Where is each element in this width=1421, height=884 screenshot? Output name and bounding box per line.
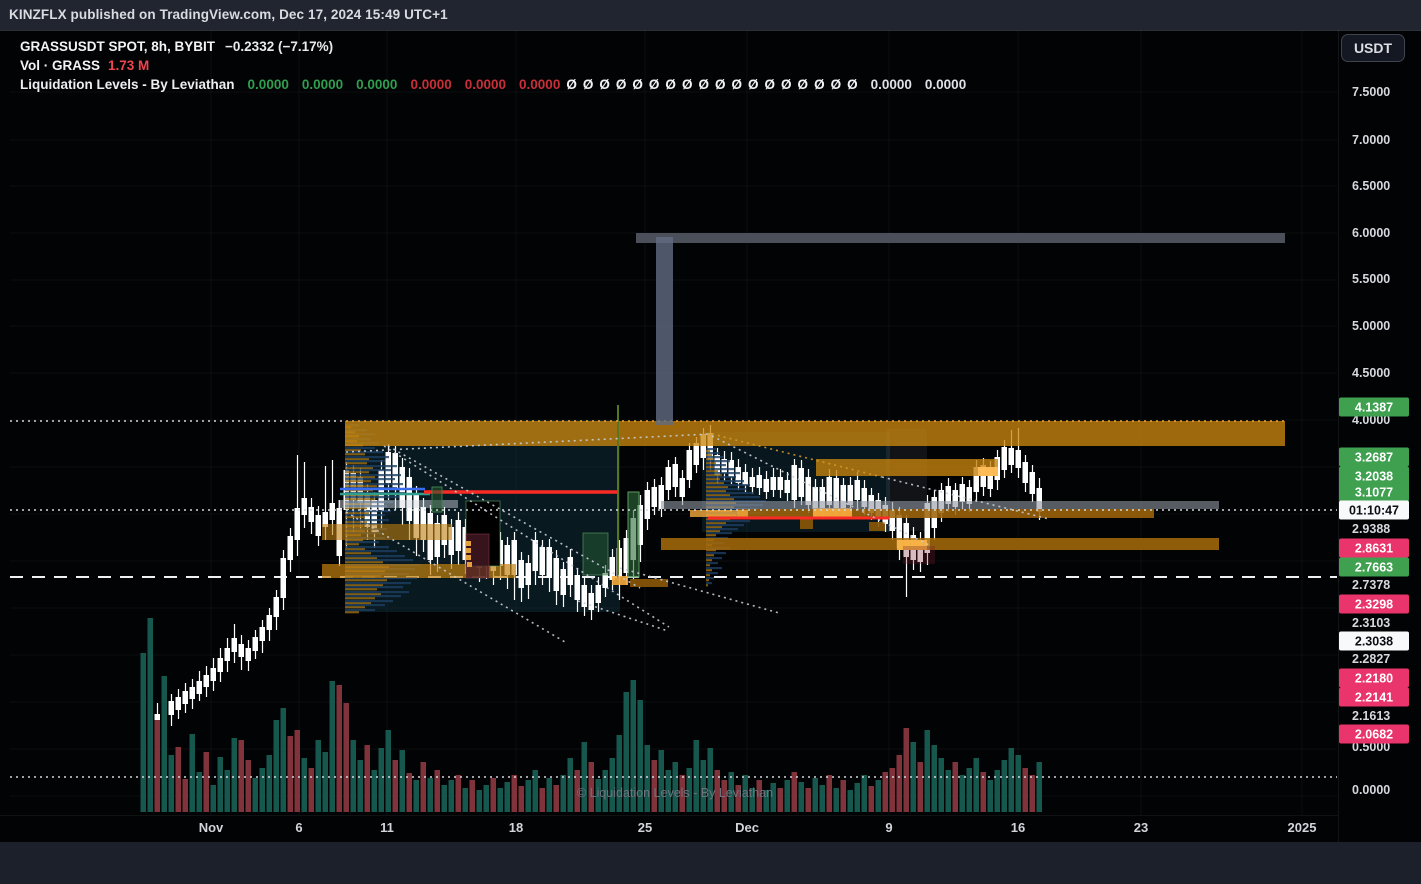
indicator-values: 0.0000 0.0000 0.0000 0.0000 0.0000 0.0000 Ø Ø Ø Ø… <box>235 77 967 92</box>
price-level-badge: 3.2038 <box>1339 466 1409 486</box>
liq-value-green: 0.0000 <box>356 77 398 92</box>
axis-separator-horizontal <box>0 815 1338 816</box>
price-level-badge: 2.0682 <box>1339 724 1409 744</box>
axis-separator-vertical <box>1338 30 1339 842</box>
price-level-badge: 2.2180 <box>1339 668 1409 688</box>
liq-value-empty: Ø <box>731 77 742 92</box>
price-level-badge: 3.1077 <box>1339 482 1409 502</box>
legend-indicator-row[interactable]: Liquidation Levels - By Leviathan 0.0000 0… <box>20 77 966 92</box>
price-change: −0.2332 (−7.17%) <box>225 39 334 54</box>
time-label: Nov <box>198 820 224 835</box>
legend-volume-row[interactable]: Vol · GRASS 1.73 M <box>20 58 149 73</box>
price-label: 2.7378 <box>1352 578 1391 592</box>
liq-value-empty: Ø <box>566 77 577 92</box>
legend-symbol-row[interactable]: GRASSUSDT SPOT, 8h, BYBIT −0.2332 (−7.17%… <box>20 39 333 54</box>
liq-value-empty: Ø <box>599 77 610 92</box>
time-label: 6 <box>295 820 303 835</box>
liq-value-neutral: 0.0000 <box>924 77 967 92</box>
price-level-badge: 2.3298 <box>1339 594 1409 614</box>
liq-value-empty: Ø <box>615 77 627 92</box>
liq-value-empty: Ø <box>714 77 726 92</box>
liq-value-empty: Ø <box>681 77 693 92</box>
price-level-badge: 2.3038 <box>1339 631 1409 651</box>
price-label: 6.0000 <box>1352 226 1391 240</box>
price-level-badge: 3.2687 <box>1339 447 1409 467</box>
time-label: Dec <box>735 820 759 835</box>
liq-value-empty: Ø <box>698 77 709 92</box>
price-label: 4.5000 <box>1352 366 1391 380</box>
countdown-badge: 01:10:47 <box>1339 500 1409 520</box>
time-label: 18 <box>508 820 524 835</box>
volume-label: Vol · GRASS <box>20 58 101 73</box>
time-label: 16 <box>1010 820 1026 835</box>
price-label: 6.5000 <box>1352 179 1391 193</box>
time-label: 2025 <box>1287 820 1317 835</box>
liq-value-empty: Ø <box>830 77 842 92</box>
footer-strip: TradingView <box>0 842 1421 884</box>
time-label: 25 <box>637 820 653 835</box>
price-label: 2.9388 <box>1352 522 1391 536</box>
price-label: 5.5000 <box>1352 272 1391 286</box>
published-info: KINZFLX published on TradingView.com, De… <box>9 7 448 22</box>
symbol-title: GRASSUSDT SPOT, 8h, BYBIT <box>20 39 216 54</box>
liq-value-red: 0.0000 <box>464 77 507 92</box>
indicator-watermark: © Liquidation Levels - By Leviathan <box>576 786 774 800</box>
price-label: 5.0000 <box>1352 319 1391 333</box>
liq-value-red: 0.0000 <box>519 77 561 92</box>
liq-value-empty: Ø <box>632 77 643 92</box>
liq-value-empty: Ø <box>748 77 759 92</box>
liq-value-empty: Ø <box>665 77 676 92</box>
price-level-badge: 2.8631 <box>1339 538 1409 558</box>
price-label: 7.0000 <box>1352 133 1391 147</box>
liq-value-green: 0.0000 <box>247 77 289 92</box>
price-level-badge: 4.1387 <box>1339 397 1409 417</box>
time-label: 23 <box>1133 820 1149 835</box>
liq-value-neutral: 0.0000 <box>870 77 912 92</box>
price-label: 2.3103 <box>1352 616 1391 630</box>
liq-value-empty: Ø <box>781 77 792 92</box>
liq-value-empty: Ø <box>797 77 809 92</box>
price-level-badge: 2.7663 <box>1339 557 1409 577</box>
liq-value-empty: Ø <box>648 77 660 92</box>
price-label: 0.0000 <box>1352 783 1391 797</box>
price-label: 7.5000 <box>1352 85 1391 99</box>
price-label: 2.1613 <box>1352 709 1391 723</box>
volume-value: 1.73 M <box>108 58 150 73</box>
liq-value-empty: Ø <box>847 77 858 92</box>
publish-toolbar: KINZFLX published on TradingView.com, De… <box>0 0 1421 31</box>
liq-value-empty: Ø <box>764 77 776 92</box>
time-label: 11 <box>380 820 394 835</box>
price-level-badge: 2.2141 <box>1339 687 1409 707</box>
liq-value-empty: Ø <box>582 77 594 92</box>
currency-toggle-button[interactable]: USDT <box>1341 34 1405 62</box>
liq-value-empty: Ø <box>814 77 825 92</box>
indicator-title: Liquidation Levels - By Leviathan <box>20 77 235 92</box>
liq-value-green: 0.0000 <box>301 77 344 92</box>
time-label: 9 <box>885 820 893 835</box>
price-label: 0.5000 <box>1352 740 1391 754</box>
price-label: 2.2827 <box>1352 652 1391 666</box>
liq-value-red: 0.0000 <box>410 77 452 92</box>
price-label: 4.0000 <box>1352 413 1391 427</box>
